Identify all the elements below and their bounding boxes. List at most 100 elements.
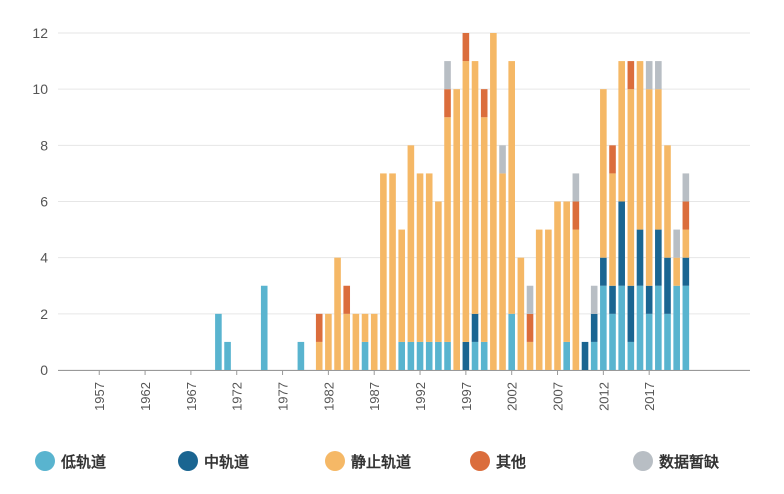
- bar-segment-2021-s3: [682, 201, 690, 230]
- x-tick-label: 1977: [276, 382, 291, 411]
- y-tick-label: 0: [40, 362, 48, 378]
- bar-segment-2014-s1: [618, 201, 625, 286]
- x-tick-label: 2017: [642, 382, 657, 411]
- bar-segment-2014-s2: [618, 61, 625, 202]
- bar-segment-2002-s0: [508, 313, 515, 370]
- bar-segment-2002-s2: [508, 61, 515, 314]
- bar-segment-2016-s2: [636, 61, 644, 230]
- bar-segment-2018-s1: [655, 229, 662, 286]
- bar-segment-2011-s0: [590, 341, 598, 370]
- bar-segment-2011-s4: [590, 285, 598, 314]
- bar-segment-1992-s2: [416, 173, 424, 342]
- bar-segment-2020-s4: [673, 229, 680, 258]
- bar-segment-2009-s2: [572, 229, 580, 370]
- bar-segment-2021-s2: [682, 229, 690, 258]
- bar-segment-1993-s2: [425, 173, 433, 342]
- bar-segment-1989-s2: [389, 173, 396, 370]
- bar-segment-2015-s3: [627, 61, 635, 90]
- legend-item-meo: 中轨道: [178, 446, 249, 476]
- bar-segment-1995-s0: [444, 341, 451, 370]
- bar-segment-2009-s4: [572, 173, 580, 202]
- bar-segment-1994-s0: [435, 341, 442, 370]
- x-tick-label: 1957: [92, 382, 107, 411]
- legend-item-geo: 静止轨道: [325, 446, 411, 476]
- bar-segment-1979-s0: [297, 341, 305, 370]
- bar-segment-2013-s1: [609, 285, 616, 314]
- bar-segment-2020-s2: [673, 257, 680, 286]
- bar-segment-2021-s0: [682, 285, 690, 370]
- bar-segment-2003-s2: [517, 257, 525, 370]
- bar-segment-1999-s2: [480, 117, 488, 342]
- legend-swatch-no-data: [633, 451, 653, 471]
- bar-segment-2007-s2: [554, 201, 561, 370]
- legend-swatch-meo: [178, 451, 198, 471]
- bar-segment-1991-s0: [407, 341, 415, 370]
- bar-segment-1995-s3: [444, 89, 451, 118]
- y-tick-label: 4: [40, 250, 48, 266]
- x-tick-label: 2012: [596, 382, 611, 411]
- bar-segment-2012-s1: [600, 257, 607, 286]
- y-tick-label: 12: [32, 25, 48, 41]
- x-tick-label: 1967: [184, 382, 199, 411]
- bar-segment-2021-s1: [682, 257, 690, 286]
- bar-segment-1997-s2: [462, 61, 470, 342]
- x-tick-label: 1992: [413, 382, 428, 411]
- legend-swatch-other: [470, 451, 490, 471]
- bar-segment-2008-s0: [563, 341, 570, 370]
- bar-segment-2017-s2: [645, 89, 653, 286]
- bar-segment-2018-s4: [655, 61, 662, 90]
- bar-segment-2004-s2: [526, 341, 534, 370]
- y-tick-label: 2: [40, 306, 48, 322]
- bar-segment-2013-s3: [609, 145, 616, 174]
- bar-segment-1996-s2: [453, 89, 461, 371]
- legend-label-no-data: 数据暂缺: [659, 452, 720, 471]
- bar-segment-2005-s2: [535, 229, 543, 370]
- bar-segment-2019-s2: [664, 145, 671, 258]
- legend-item-no-data: 数据暂缺: [633, 446, 719, 476]
- bar-segment-2010-s1: [581, 341, 589, 370]
- bar-segment-2019-s1: [664, 257, 671, 314]
- bar-segment-2013-s0: [609, 313, 616, 370]
- bar-segment-2000-s2: [490, 33, 497, 370]
- bar-segment-2016-s0: [636, 285, 644, 370]
- x-tick-label: 1962: [138, 382, 153, 411]
- bar-segment-2004-s3: [526, 313, 534, 342]
- bar-segment-1991-s2: [407, 145, 415, 342]
- bar-segment-2004-s4: [526, 285, 534, 314]
- bar-segment-2008-s2: [563, 201, 570, 342]
- bar-segment-1986-s0: [361, 341, 369, 370]
- x-tick-label: 2007: [551, 382, 566, 411]
- bar-segment-2015-s2: [627, 89, 635, 286]
- legend-swatch-geo: [325, 451, 345, 471]
- bar-segment-1986-s2: [361, 313, 369, 342]
- bar-segment-1992-s0: [416, 341, 424, 370]
- bar-segment-2016-s1: [636, 229, 644, 286]
- y-tick-label: 8: [40, 137, 48, 153]
- x-tick-label: 1982: [321, 382, 336, 411]
- x-tick-label: 2002: [505, 382, 520, 411]
- bar-segment-1990-s2: [398, 229, 406, 342]
- bar-segment-2001-s4: [499, 145, 506, 174]
- bar-segment-2018-s2: [655, 89, 662, 230]
- legend-label-meo: 中轨道: [204, 452, 250, 471]
- bar-segment-1987-s2: [370, 313, 378, 370]
- bar-segment-1970-s0: [215, 313, 222, 370]
- bar-segment-2012-s2: [600, 89, 607, 258]
- bar-segment-1999-s3: [480, 89, 488, 118]
- bar-segment-1997-s1: [462, 341, 470, 370]
- bar-segment-1971-s0: [224, 341, 231, 370]
- bar-segment-2019-s0: [664, 313, 671, 370]
- legend-label-geo: 静止轨道: [351, 452, 412, 471]
- bar-segment-1975-s0: [260, 285, 268, 370]
- bar-segment-1998-s2: [471, 61, 479, 314]
- bar-segment-1999-s0: [480, 341, 488, 370]
- bar-segment-1981-s2: [315, 341, 323, 370]
- bar-segment-1995-s4: [444, 61, 451, 90]
- bar-segment-1993-s0: [425, 341, 433, 370]
- bar-segment-1981-s3: [315, 313, 323, 342]
- legend-label-other: 其他: [496, 452, 527, 471]
- bars: [215, 33, 690, 371]
- y-axis-ticks: 0 2 4 6 8 10 12: [32, 25, 48, 378]
- legend-item-leo: 低轨道: [35, 446, 106, 476]
